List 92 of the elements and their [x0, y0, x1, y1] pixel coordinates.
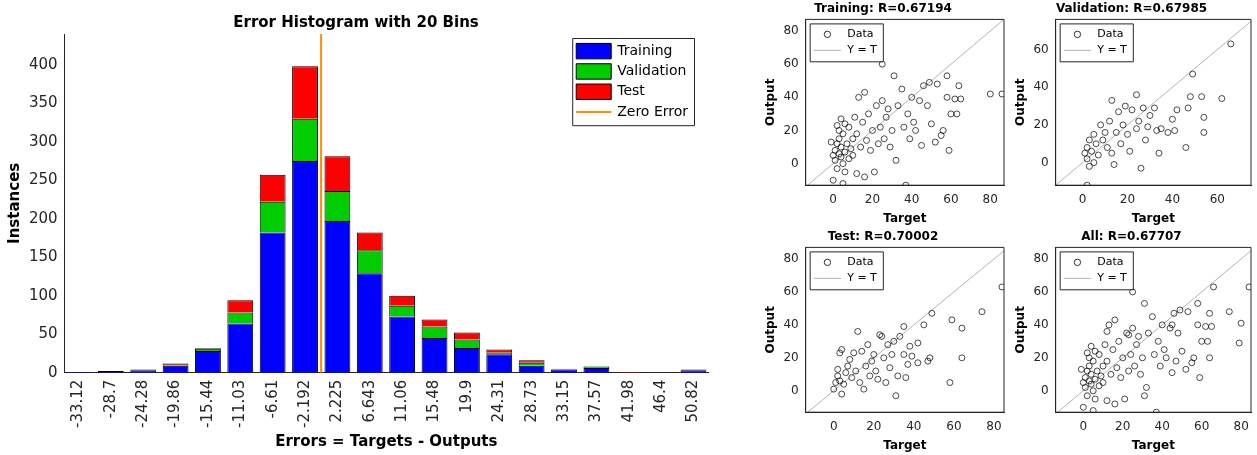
legend-label: Data [1097, 27, 1124, 41]
y-tick-label: 0 [48, 362, 58, 381]
x-tick-label: 80 [982, 191, 998, 206]
legend-label: Y = T [1096, 43, 1128, 57]
x-tick-label: 24.31 [489, 379, 508, 423]
y-tick-label: 20 [1033, 349, 1049, 364]
y-tick-label: 0 [1041, 154, 1049, 169]
y-tick-label: 80 [783, 23, 799, 38]
y-tick-label: 100 [28, 285, 58, 304]
x-tick-label: -28.7 [100, 379, 119, 419]
y-tick-label: 40 [1033, 316, 1049, 331]
legend-label: Test [616, 82, 646, 99]
legend-label: Zero Error [617, 102, 689, 119]
y-tick-label: 60 [1033, 284, 1049, 299]
y-tick-label: 60 [1033, 41, 1049, 56]
legend-label: Training [616, 41, 673, 58]
y-tick-label: 40 [783, 316, 799, 331]
y-tick-label: 20 [1033, 117, 1049, 132]
x-tick-label: -33.12 [68, 379, 87, 428]
x-tick-label: 11.06 [392, 379, 411, 423]
y-tick-label: 60 [783, 284, 799, 299]
x-tick-label: 60 [1209, 191, 1225, 206]
y-tick-label: 50 [38, 324, 58, 343]
x-tick-label: 20 [1119, 191, 1136, 206]
chart-title: Test: R=0.70002 [827, 229, 939, 244]
x-tick-label: 41.98 [618, 379, 637, 423]
x-axis-title: Target [883, 437, 927, 452]
chart-title: Training: R=0.67194 [814, 1, 952, 16]
x-tick-label: 0 [829, 191, 837, 206]
x-tick-label: 80 [1233, 418, 1249, 433]
x-tick-label: 28.73 [521, 379, 540, 423]
x-tick-label: -19.86 [165, 379, 184, 428]
x-tick-label: 60 [943, 191, 959, 206]
chart-title: Validation: R=0.67985 [1055, 1, 1208, 16]
x-tick-label: 0 [1079, 418, 1088, 433]
x-tick-label: 60 [1194, 418, 1210, 433]
x-tick-label: 40 [1164, 191, 1181, 206]
x-tick-label: 80 [986, 418, 1002, 433]
x-tick-label: 40 [906, 418, 922, 433]
legend-label: Data [847, 255, 874, 269]
y-axis-title: Instances [4, 162, 23, 244]
chart-title: All: R=0.67707 [1081, 229, 1182, 244]
x-tick-label: 19.9 [456, 379, 475, 414]
x-axis-title: Target [1131, 210, 1176, 225]
y-tick-label: 200 [28, 208, 58, 227]
x-axis-title: Target [1131, 437, 1176, 452]
x-tick-label: 0 [829, 418, 838, 433]
x-tick-label: 46.4 [650, 379, 669, 414]
x-tick-label: 15.48 [424, 379, 443, 423]
y-axis-title: Output [763, 78, 778, 126]
y-tick-label: 80 [783, 251, 799, 266]
y-tick-label: 300 [28, 131, 58, 150]
x-tick-label: -15.44 [197, 379, 216, 428]
x-tick-label: -6.61 [262, 379, 281, 419]
x-tick-label: 40 [1154, 418, 1170, 433]
x-tick-label: -11.03 [230, 379, 249, 428]
x-tick-label: 50.82 [683, 379, 702, 423]
legend-label: Data [847, 27, 874, 41]
legend-label: Y = T [846, 271, 878, 285]
y-tick-label: 20 [783, 122, 799, 137]
x-tick-label: -2.192 [294, 379, 313, 428]
y-tick-label: 0 [791, 155, 799, 170]
y-tick-label: 150 [28, 247, 58, 266]
y-tick-label: 40 [1033, 79, 1049, 94]
y-axis-title: Output [1013, 305, 1028, 354]
chart-title: Error Histogram with 20 Bins [233, 12, 479, 31]
y-axis-title: Output [763, 305, 778, 354]
y-tick-label: 250 [28, 170, 58, 189]
y-tick-label: 40 [783, 89, 799, 104]
x-tick-label: 20 [866, 418, 882, 433]
x-axis-title: Target [883, 210, 927, 225]
y-axis-title: Output [1013, 78, 1028, 126]
legend-label: Data [1097, 255, 1124, 269]
y-tick-label: 400 [28, 54, 58, 73]
x-tick-label: 33.15 [553, 379, 572, 423]
y-tick-label: 350 [28, 93, 58, 112]
y-tick-label: 20 [783, 349, 799, 364]
x-tick-label: 2.225 [327, 379, 346, 423]
legend-label: Y = T [846, 43, 878, 57]
x-tick-label: 40 [904, 191, 920, 206]
x-tick-label: 37.57 [586, 379, 605, 423]
legend-label: Validation [617, 62, 687, 79]
x-tick-label: 6.643 [359, 379, 378, 423]
x-tick-label: 20 [1115, 418, 1131, 433]
x-tick-label: -24.28 [133, 379, 152, 428]
x-tick-label: 20 [864, 191, 881, 206]
x-tick-label: 0 [1078, 191, 1087, 206]
x-axis-title: Errors = Targets - Outputs [275, 431, 498, 450]
legend-label: Y = T [1096, 271, 1128, 285]
x-tick-label: 60 [946, 418, 962, 433]
y-tick-label: 60 [783, 56, 799, 71]
y-tick-label: 80 [1033, 251, 1049, 266]
